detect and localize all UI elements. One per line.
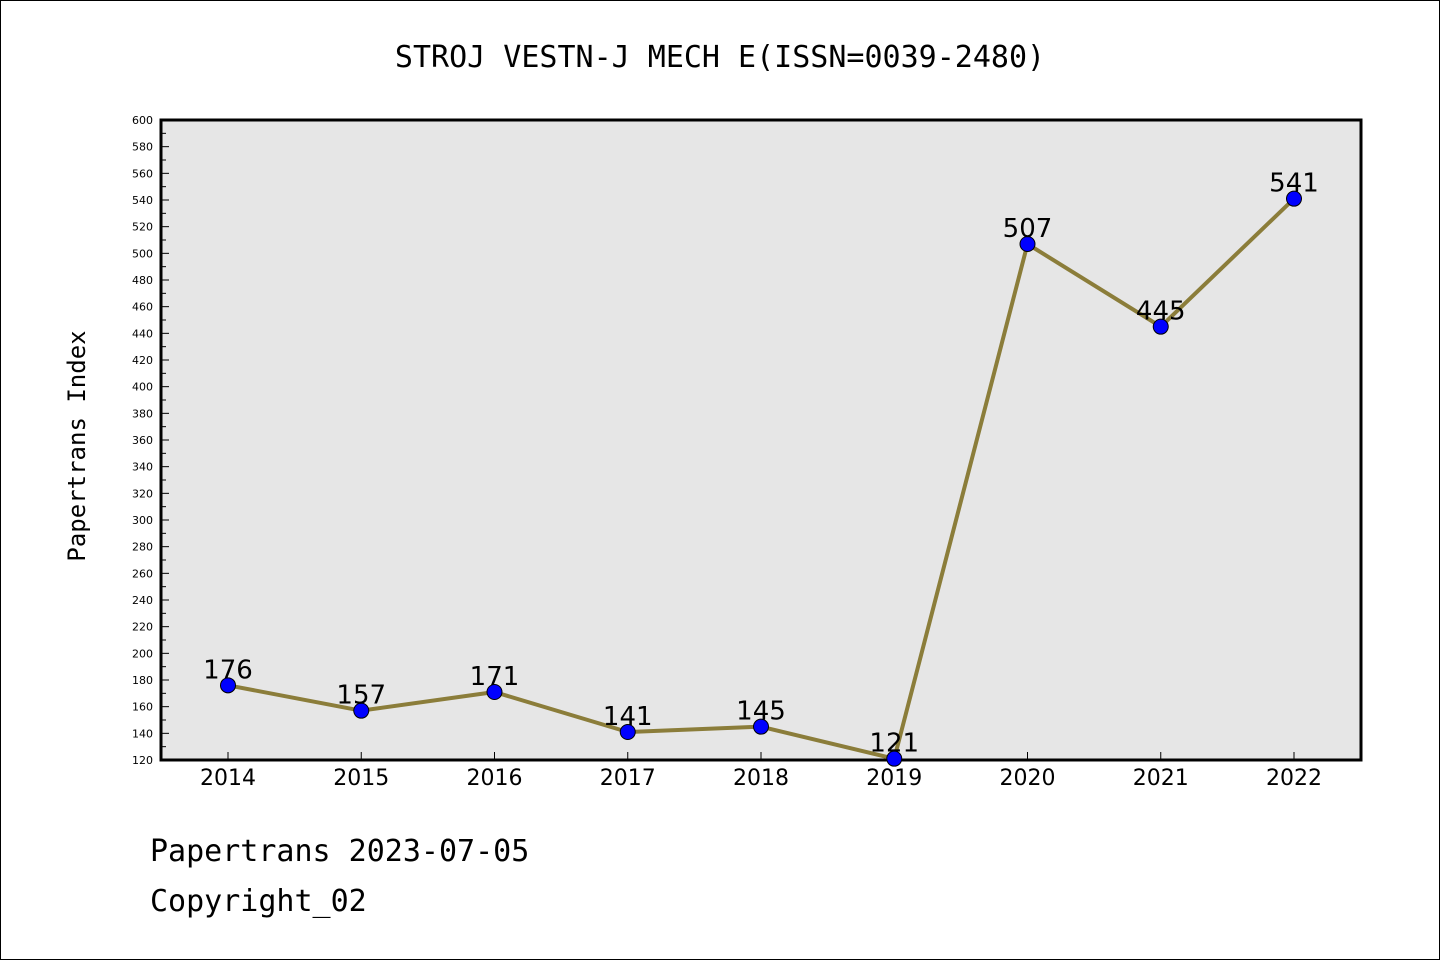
y-tick-label: 240 bbox=[132, 594, 153, 607]
x-tick-label: 2014 bbox=[200, 766, 256, 791]
y-tick-label: 460 bbox=[132, 301, 153, 314]
y-tick-label: 580 bbox=[132, 141, 153, 154]
y-tick-label: 200 bbox=[132, 647, 153, 660]
y-tick-label: 540 bbox=[132, 194, 153, 207]
y-tick-label: 320 bbox=[132, 487, 153, 500]
x-tick-label: 2016 bbox=[467, 766, 523, 791]
y-axis-ticks: 120 140 160 180 200 220 240 260 280 300 320 340 360 3… bbox=[132, 114, 169, 767]
data-point bbox=[886, 750, 903, 767]
data-label: 171 bbox=[470, 662, 520, 692]
data-points bbox=[220, 190, 1302, 767]
x-axis-ticks: 2014 2015 2016 2017 2018 2019 2020 2021 2022 bbox=[200, 752, 1322, 791]
chart-title: STROJ VESTN-J MECH E(ISSN=0039-2480) bbox=[395, 40, 1045, 75]
x-tick-label: 2018 bbox=[733, 766, 789, 791]
y-tick-label: 500 bbox=[132, 247, 153, 260]
data-point bbox=[619, 724, 636, 740]
x-tick-label: 2022 bbox=[1266, 766, 1322, 791]
data-point bbox=[486, 684, 503, 700]
footer-copyright: Copyright_02 bbox=[150, 884, 367, 919]
y-tick-label: 420 bbox=[132, 354, 153, 367]
y-tick-label: 280 bbox=[132, 541, 153, 554]
data-labels: 176 157 171 141 145 121 507 445 541 bbox=[203, 169, 1319, 759]
y-tick-label: 480 bbox=[132, 274, 153, 287]
y-tick-label: 300 bbox=[132, 514, 153, 527]
data-label: 176 bbox=[203, 655, 253, 685]
y-axis-label: Papertrans Index bbox=[63, 330, 91, 561]
data-point bbox=[220, 677, 236, 694]
y-tick-label: 360 bbox=[132, 434, 153, 447]
y-tick-label: 160 bbox=[132, 701, 153, 714]
y-tick-label: 220 bbox=[132, 621, 153, 634]
x-tick-label: 2017 bbox=[600, 766, 656, 791]
x-tick-label: 2015 bbox=[333, 766, 389, 791]
data-point bbox=[753, 718, 769, 735]
x-tick-label: 2019 bbox=[866, 766, 922, 791]
data-label: 145 bbox=[736, 697, 786, 727]
data-point bbox=[1286, 190, 1302, 207]
y-tick-label: 520 bbox=[132, 221, 153, 234]
y-tick-label: 440 bbox=[132, 327, 153, 340]
y-tick-label: 260 bbox=[132, 567, 153, 580]
y-tick-label: 560 bbox=[132, 167, 153, 180]
y-tick-label: 140 bbox=[132, 727, 153, 740]
data-label: 141 bbox=[603, 702, 653, 732]
y-tick-label: 600 bbox=[132, 114, 153, 127]
data-point bbox=[353, 702, 370, 719]
y-tick-label: 380 bbox=[132, 407, 153, 420]
data-label: 541 bbox=[1269, 169, 1319, 199]
data-point bbox=[1019, 236, 1036, 252]
plot-area bbox=[159, 118, 1363, 762]
data-label: 157 bbox=[336, 681, 386, 711]
data-label: 445 bbox=[1136, 297, 1186, 327]
y-tick-label: 120 bbox=[132, 754, 153, 767]
data-label: 507 bbox=[1003, 214, 1053, 244]
y-tick-label: 400 bbox=[132, 381, 153, 394]
x-tick-label: 2021 bbox=[1133, 766, 1189, 791]
data-label: 121 bbox=[869, 729, 919, 759]
y-tick-label: 340 bbox=[132, 461, 153, 474]
data-point bbox=[1152, 318, 1169, 335]
x-tick-label: 2020 bbox=[1000, 766, 1056, 791]
footer-date: Papertrans 2023-07-05 bbox=[150, 834, 530, 869]
y-tick-label: 180 bbox=[132, 674, 153, 687]
